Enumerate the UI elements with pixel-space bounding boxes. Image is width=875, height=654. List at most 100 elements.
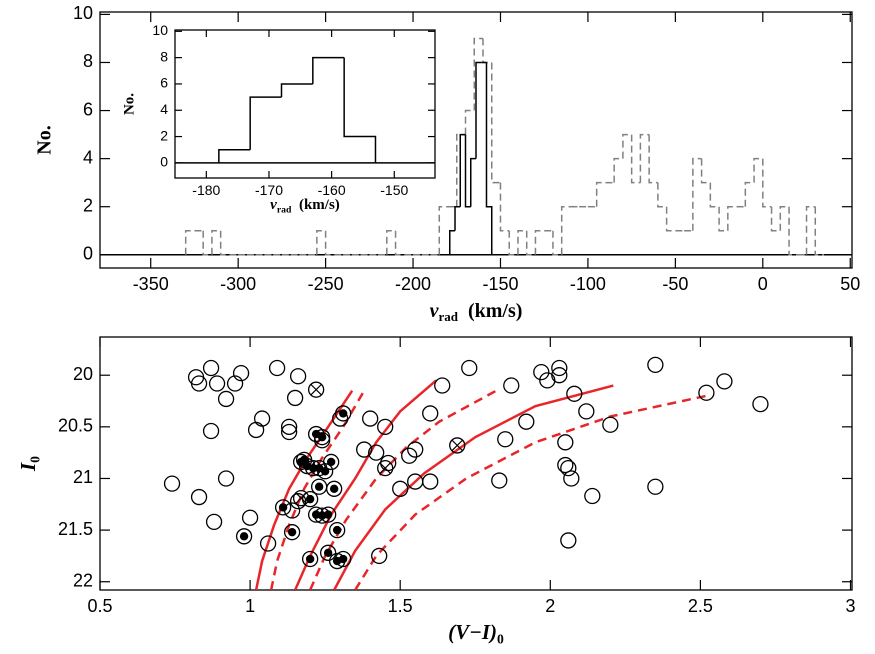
plot-area <box>175 56 435 164</box>
x-tick-label: -170 <box>255 182 283 198</box>
plot-frame <box>99 336 853 591</box>
point <box>217 390 235 408</box>
point <box>335 550 352 568</box>
y-tick-label: 20 <box>73 364 93 384</box>
histogram-step <box>473 37 483 111</box>
point <box>422 405 439 422</box>
y-tick-label: 22 <box>73 570 93 590</box>
histogram-step <box>386 229 396 255</box>
point <box>232 364 250 382</box>
histogram-step <box>534 229 545 255</box>
point-center <box>338 554 348 564</box>
point <box>208 375 226 392</box>
point <box>503 377 520 394</box>
histogram-step <box>249 96 282 150</box>
label-text: (V−I) <box>448 620 497 644</box>
histogram-step <box>665 206 676 232</box>
x-tick-label: 0.5 <box>87 596 112 616</box>
point <box>335 405 352 422</box>
histogram-step <box>394 230 405 256</box>
label-subscript: 0 <box>497 631 504 646</box>
y-tick-label: 21 <box>73 467 93 487</box>
x-tick-label: 1.5 <box>388 596 413 616</box>
point-center <box>323 548 333 558</box>
point-center <box>332 525 342 535</box>
point <box>289 368 307 385</box>
point <box>301 550 319 568</box>
point <box>289 493 307 510</box>
x-tick-label: -150 <box>380 182 408 198</box>
x-axis-label: vrad (km/s) <box>270 197 340 215</box>
y-tick-label: 4 <box>160 101 168 117</box>
histogram-step <box>202 230 212 256</box>
y-tick-label: 20.5 <box>58 416 93 436</box>
point <box>371 547 388 565</box>
point-center <box>239 532 249 541</box>
model-curve <box>308 389 497 590</box>
x-tick-label: -250 <box>308 274 344 294</box>
panel: -350 -300 -250 -200 -150 -100 -50 0 500246810vra… <box>34 3 861 324</box>
y-tick-label: 21.5 <box>58 519 93 539</box>
plot-frame <box>174 29 436 179</box>
point <box>313 429 331 446</box>
x-tick-label: 2 <box>545 596 555 616</box>
x-tick-label: -50 <box>662 274 688 294</box>
point <box>190 488 208 506</box>
point <box>292 489 310 507</box>
histogram-step <box>788 206 798 256</box>
x-tick-label: 2.5 <box>688 596 713 616</box>
point <box>320 506 337 523</box>
model-curve <box>269 390 366 590</box>
point <box>326 480 343 497</box>
histogram-step <box>485 62 493 255</box>
label-subscript: rad <box>277 205 292 216</box>
plot-area <box>100 37 852 256</box>
x-tick-label: 0 <box>758 274 768 294</box>
histogram-step <box>770 206 781 232</box>
point-center <box>326 457 336 467</box>
point <box>362 410 379 427</box>
histogram-step <box>560 205 571 255</box>
point <box>518 413 535 430</box>
point <box>533 363 550 381</box>
histogram-step <box>779 205 790 231</box>
histogram-step <box>438 205 449 255</box>
point <box>274 499 292 516</box>
point <box>566 385 583 402</box>
point-center <box>329 484 339 493</box>
point <box>560 532 577 549</box>
point-center <box>314 482 324 491</box>
histogram-step <box>525 230 536 256</box>
y-tick-label: 10 <box>152 22 168 38</box>
point <box>190 375 208 392</box>
point <box>307 381 325 398</box>
histogram-step <box>744 181 755 207</box>
histogram-step <box>464 134 471 208</box>
point <box>316 463 334 480</box>
label-text: I <box>16 462 40 472</box>
point-center <box>320 467 330 476</box>
point <box>647 478 664 495</box>
histogram-step <box>613 157 623 183</box>
histogram-step <box>648 134 658 184</box>
point <box>268 359 286 377</box>
histogram-step <box>700 158 711 184</box>
point <box>377 459 394 477</box>
point <box>407 441 424 458</box>
point <box>401 447 418 464</box>
point <box>557 456 574 474</box>
histogram-step <box>470 157 476 207</box>
point <box>217 470 235 487</box>
x-tick-label: 3 <box>845 596 855 616</box>
point <box>647 356 664 374</box>
x-tick-label: -350 <box>133 274 169 294</box>
model-curve <box>333 384 614 590</box>
label-subscript: 0 <box>27 456 42 463</box>
point-center <box>311 510 321 519</box>
point <box>226 375 244 392</box>
point <box>551 359 568 377</box>
point <box>422 473 439 490</box>
point-center <box>338 409 348 418</box>
histogram-step <box>552 230 562 256</box>
